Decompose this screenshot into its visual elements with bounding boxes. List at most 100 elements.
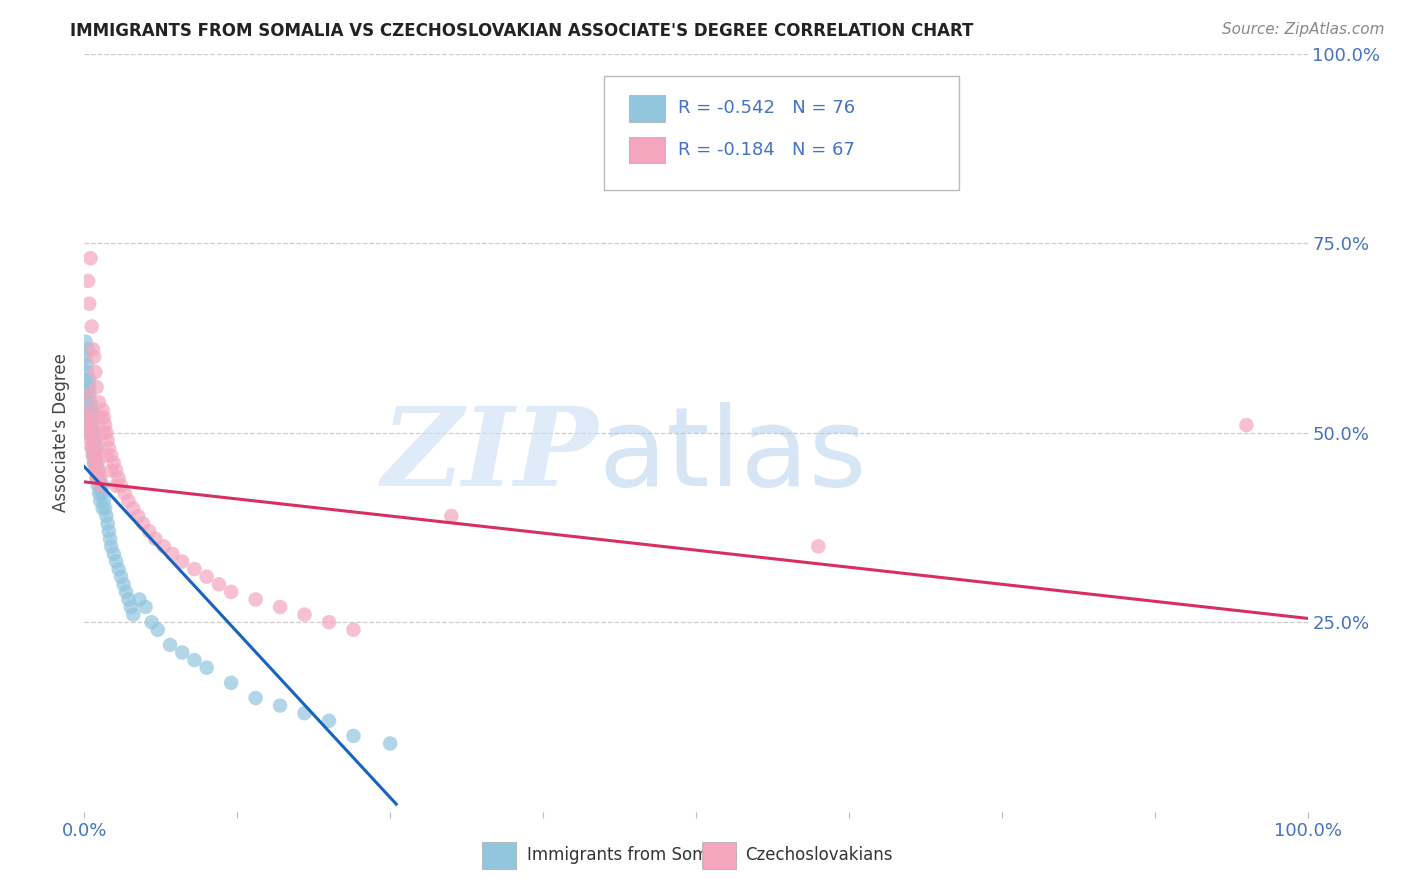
Point [97, 441, 120, 455]
Text: atlas: atlas [598, 402, 866, 508]
Text: R = -0.542   N = 76: R = -0.542 N = 76 [678, 99, 855, 117]
Point [342, 729, 364, 743]
Point [269, 698, 291, 713]
Point [100, 449, 122, 463]
Point [1236, 417, 1258, 433]
Point [79, 395, 101, 409]
FancyBboxPatch shape [482, 842, 516, 869]
Point [77, 373, 100, 387]
Point [96, 449, 118, 463]
Point [79, 410, 101, 425]
Point [80, 441, 103, 455]
Point [143, 532, 166, 546]
Point [86, 449, 108, 463]
Point [120, 600, 142, 615]
Point [110, 570, 132, 584]
Point [83, 350, 105, 364]
Point [84, 434, 107, 448]
Point [122, 501, 145, 516]
Point [98, 532, 121, 546]
FancyBboxPatch shape [605, 77, 959, 190]
Point [162, 547, 184, 561]
Point [807, 539, 830, 553]
Point [153, 539, 176, 553]
Point [77, 417, 100, 433]
Point [440, 508, 463, 523]
Point [294, 706, 316, 721]
Point [80, 319, 103, 334]
FancyBboxPatch shape [628, 137, 665, 163]
Point [127, 508, 149, 523]
Point [342, 623, 364, 637]
Point [110, 479, 132, 493]
Point [82, 343, 104, 357]
Point [75, 387, 97, 401]
Point [76, 410, 98, 425]
Point [172, 554, 194, 569]
Point [96, 425, 118, 440]
Point [77, 274, 100, 288]
Point [91, 501, 114, 516]
Point [77, 425, 100, 440]
Point [77, 395, 100, 409]
Point [90, 479, 112, 493]
Point [103, 547, 125, 561]
Point [77, 403, 100, 417]
Point [105, 464, 128, 478]
Point [208, 577, 231, 591]
Y-axis label: Associate's Degree: Associate's Degree [52, 353, 70, 512]
Point [80, 403, 103, 417]
Point [84, 441, 107, 455]
Point [77, 297, 100, 311]
Point [87, 395, 110, 409]
Point [105, 479, 128, 493]
Point [93, 425, 115, 440]
Point [159, 638, 181, 652]
Point [103, 456, 125, 470]
Point [97, 434, 120, 448]
Point [77, 387, 100, 401]
Point [77, 403, 100, 417]
Point [107, 562, 129, 576]
Point [100, 464, 122, 478]
Point [107, 471, 129, 485]
Point [87, 464, 110, 478]
Point [219, 585, 242, 599]
Point [89, 479, 111, 493]
Point [183, 562, 205, 576]
Point [83, 456, 105, 470]
Point [84, 464, 107, 478]
Point [90, 410, 112, 425]
Point [82, 449, 104, 463]
Point [114, 486, 136, 500]
Point [122, 607, 145, 622]
Point [135, 600, 157, 615]
Point [105, 554, 128, 569]
Point [138, 524, 160, 539]
Point [77, 425, 100, 440]
Point [83, 441, 105, 455]
Point [94, 501, 117, 516]
Point [115, 585, 138, 599]
Point [269, 600, 291, 615]
Point [94, 417, 117, 433]
Point [76, 365, 98, 379]
Text: IMMIGRANTS FROM SOMALIA VS CZECHOSLOVAKIAN ASSOCIATE'S DEGREE CORRELATION CHART: IMMIGRANTS FROM SOMALIA VS CZECHOSLOVAKI… [70, 22, 974, 40]
Point [77, 380, 100, 394]
Point [76, 373, 98, 387]
Point [86, 441, 108, 455]
Point [87, 471, 110, 485]
Point [112, 577, 135, 591]
Point [96, 508, 118, 523]
Point [82, 449, 104, 463]
Point [79, 434, 101, 448]
Point [75, 350, 97, 364]
Point [83, 434, 105, 448]
Point [77, 380, 100, 394]
Point [146, 623, 169, 637]
Point [97, 524, 120, 539]
Point [80, 417, 103, 433]
Point [93, 410, 115, 425]
Point [76, 358, 98, 372]
Point [84, 449, 107, 463]
